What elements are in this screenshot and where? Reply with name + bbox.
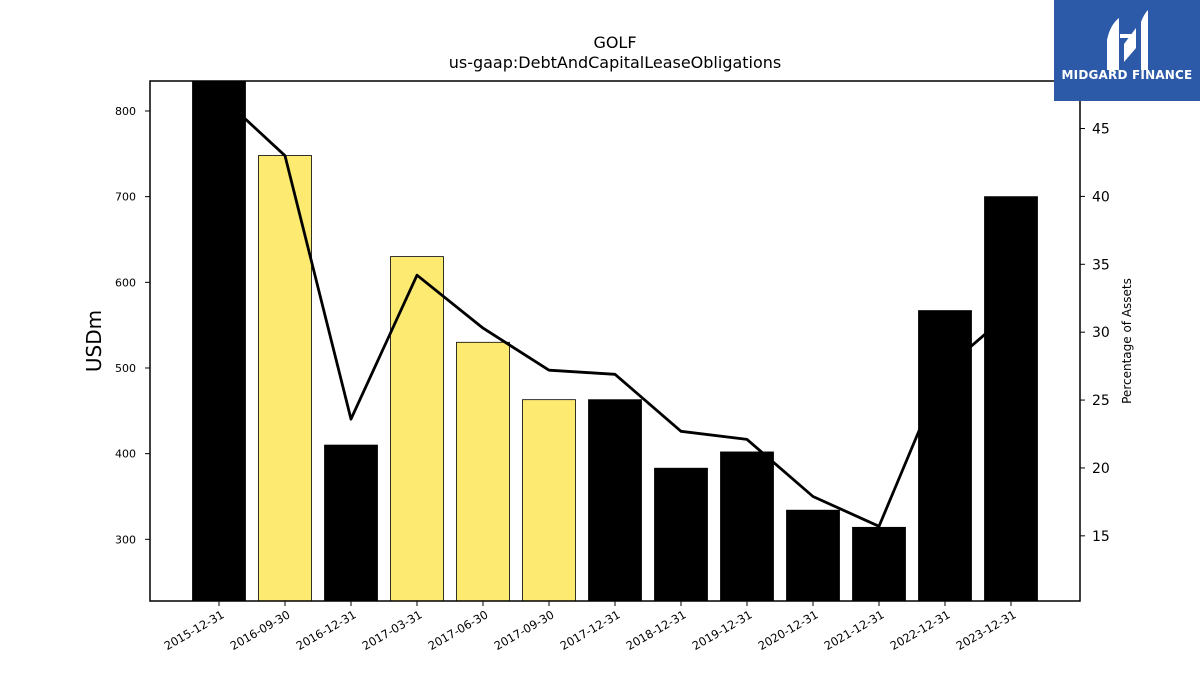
bar-2016-12-31 xyxy=(324,444,378,602)
line-series-percentage-of-assets xyxy=(218,93,1012,528)
y-tick-label-500: 500 xyxy=(115,362,136,375)
plot-frame xyxy=(149,80,1081,602)
bar-2017-06-30 xyxy=(456,341,510,602)
bar-2018-12-31 xyxy=(654,467,708,602)
logo-mark-icon xyxy=(1107,10,1148,70)
line-group xyxy=(218,93,1012,528)
y2-tick-label-35: 35 xyxy=(1092,257,1110,273)
x-tick-label-2015-12-31: 2015-12-31 xyxy=(162,607,227,653)
y-axis-label: USDm xyxy=(82,310,106,372)
bar-2015-12-31 xyxy=(192,80,246,602)
bar-2020-12-31 xyxy=(786,509,840,602)
bar-2017-03-31 xyxy=(390,256,444,602)
x-tick-label-2020-12-31: 2020-12-31 xyxy=(756,607,821,653)
logo-text: MIDGARD FINANCE xyxy=(1061,68,1193,82)
y-tick-label-600: 600 xyxy=(115,276,136,289)
y-tick-label-300: 300 xyxy=(115,533,136,546)
x-tick-label-2017-06-30: 2017-06-30 xyxy=(426,607,491,653)
x-tick-label-2019-12-31: 2019-12-31 xyxy=(690,607,755,653)
y-tick-label-800: 800 xyxy=(115,105,136,118)
x-tick-label-2017-09-30: 2017-09-30 xyxy=(492,607,557,653)
bar-2023-12-31 xyxy=(984,196,1038,602)
bar-2016-09-30 xyxy=(258,155,312,602)
y2-tick-label-20: 20 xyxy=(1092,461,1110,477)
x-tick-label-2017-03-31: 2017-03-31 xyxy=(360,607,425,653)
brand-logo: MIDGARD FINANCE xyxy=(1054,0,1200,101)
bar-2022-12-31 xyxy=(918,310,972,602)
bar-2021-12-31 xyxy=(852,526,906,602)
x-tick-label-2017-12-31: 2017-12-31 xyxy=(558,607,623,653)
x-tick-label-2023-12-31: 2023-12-31 xyxy=(954,607,1019,653)
bars-group xyxy=(192,80,1038,602)
chart-subtitle: us-gaap:DebtAndCapitalLeaseObligations xyxy=(449,53,782,72)
bar-2019-12-31 xyxy=(720,451,774,602)
y2-tick-label-30: 30 xyxy=(1092,325,1110,341)
bar-2017-12-31 xyxy=(588,399,642,602)
x-tick-label-2021-12-31: 2021-12-31 xyxy=(822,607,887,653)
x-tick-label-2018-12-31: 2018-12-31 xyxy=(624,607,689,653)
x-tick-label-2016-09-30: 2016-09-30 xyxy=(228,607,293,653)
y2-tick-label-45: 45 xyxy=(1092,122,1110,138)
bar-2017-09-30 xyxy=(522,399,576,602)
x-tick-label-2016-12-31: 2016-12-31 xyxy=(294,607,359,653)
y2-axis-label: Percentage of Assets xyxy=(1120,278,1134,404)
y2-tick-label-25: 25 xyxy=(1092,393,1110,409)
y2-tick-label-15: 15 xyxy=(1092,529,1110,545)
x-tick-label-2022-12-31: 2022-12-31 xyxy=(888,607,953,653)
y-tick-label-400: 400 xyxy=(115,448,136,461)
y-tick-label-700: 700 xyxy=(115,191,136,204)
y2-tick-label-40: 40 xyxy=(1092,189,1110,205)
chart-title: GOLF xyxy=(593,33,636,52)
